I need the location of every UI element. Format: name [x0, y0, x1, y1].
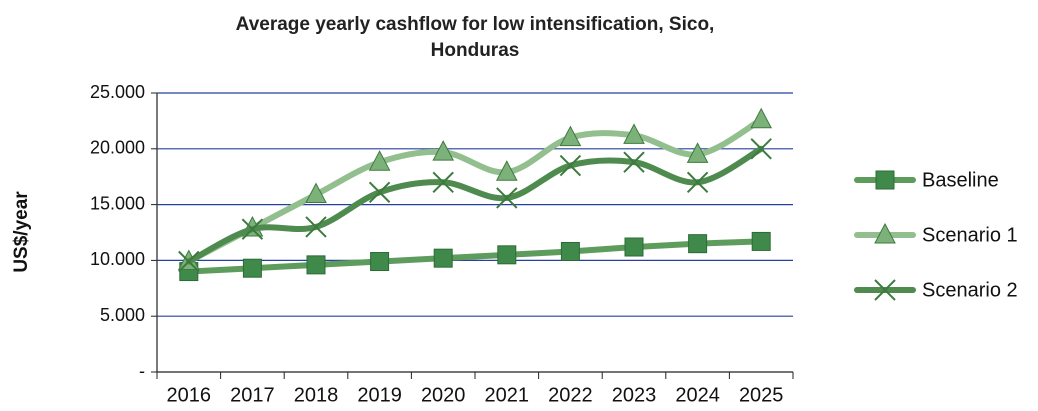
data-point	[750, 138, 772, 160]
data-point	[305, 182, 327, 204]
series-line	[185, 116, 765, 265]
data-point	[623, 151, 645, 173]
x-tick-label: 2023	[612, 384, 657, 406]
x-tick-label: 2019	[357, 384, 402, 406]
data-point	[368, 181, 391, 204]
legend-label: Scenario 2	[922, 279, 1018, 301]
y-tick-label: 10.000	[90, 249, 145, 269]
data-point	[370, 252, 390, 272]
data-point	[433, 248, 453, 268]
y-tick-label: 5.000	[100, 305, 145, 325]
data-point	[560, 241, 580, 261]
x-tick-label: 2025	[739, 384, 784, 406]
data-point	[686, 142, 709, 163]
data-point	[432, 171, 454, 193]
data-point	[559, 154, 582, 177]
data-point	[495, 160, 518, 181]
data-point	[241, 218, 264, 240]
x-tick-label: 2024	[675, 384, 720, 406]
chart-title: Average yearly cashflow for low intensif…	[235, 14, 715, 61]
data-point	[305, 216, 327, 238]
data-point	[623, 123, 645, 144]
data-point	[686, 171, 709, 193]
y-axis-label: US$/year	[11, 191, 32, 273]
y-tick-label: 20.000	[90, 138, 145, 158]
legend-marker	[874, 279, 896, 301]
data-point	[368, 150, 391, 171]
data-point	[751, 231, 771, 251]
data-point	[688, 234, 708, 254]
data-point	[559, 125, 582, 147]
data-point	[432, 140, 455, 161]
x-tick-label: 2021	[485, 384, 530, 406]
y-tick-label: 25.000	[90, 82, 145, 102]
y-tick-label: -	[139, 361, 145, 381]
data-point	[242, 258, 262, 278]
data-point	[178, 250, 200, 273]
x-tick-label: 2016	[167, 384, 212, 406]
x-tick-label: 2018	[294, 384, 339, 406]
data-point	[750, 107, 773, 129]
x-tick-label: 2022	[548, 384, 593, 406]
legend-label: Scenario 1	[922, 224, 1018, 246]
data-point	[624, 237, 644, 257]
x-tick-label: 2020	[421, 384, 466, 406]
data-point	[496, 187, 518, 209]
data-point	[497, 245, 517, 265]
legend-marker	[874, 222, 896, 244]
data-point	[306, 255, 326, 275]
x-tick-label: 2017	[230, 384, 275, 406]
series-line	[185, 145, 765, 265]
legend-label: Baseline	[922, 169, 999, 191]
legend-marker	[875, 170, 895, 190]
y-tick-label: 15.000	[90, 193, 145, 213]
series-line	[185, 238, 765, 275]
